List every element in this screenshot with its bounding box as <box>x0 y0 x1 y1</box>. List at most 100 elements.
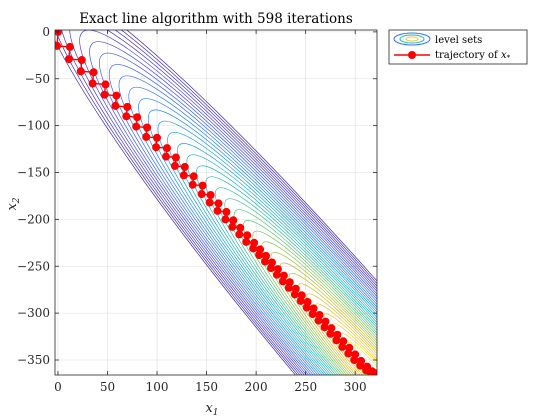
legend: level sets trajectory of x* <box>388 29 528 65</box>
trajectory-point <box>170 161 179 170</box>
trajectory-point <box>205 198 214 207</box>
trajectory-point <box>255 251 264 259</box>
trajectory-point <box>65 42 74 51</box>
level-set-contour <box>99 52 377 375</box>
trajectory-point <box>214 199 223 208</box>
y-tick-label: −150 <box>17 166 50 180</box>
level-set-contour <box>128 86 377 375</box>
trajectory-point <box>243 231 252 240</box>
y-tick-label: 0 <box>42 25 50 39</box>
trajectory-point <box>142 132 151 141</box>
level-set-contour <box>196 165 377 375</box>
x-tick-label: 100 <box>146 380 169 394</box>
level-set-contour <box>261 241 377 375</box>
trajectory-point <box>332 336 341 345</box>
trajectory-point <box>326 329 335 338</box>
level-set-contour <box>157 120 377 375</box>
level-set-contour <box>297 283 377 375</box>
y-tick-label: −350 <box>17 353 50 367</box>
y-tick-label: −300 <box>17 306 50 320</box>
level-set-contour <box>118 75 377 375</box>
trajectory-point <box>290 290 299 299</box>
level-set-contour <box>347 341 377 375</box>
trajectory-point <box>111 101 120 110</box>
level-set-contour <box>79 30 377 375</box>
x-tick-label: 250 <box>294 380 317 394</box>
trajectory-point <box>267 264 275 273</box>
trajectory-point <box>344 349 353 358</box>
y-tick-label: −100 <box>17 119 50 133</box>
trajectory-point <box>222 207 231 216</box>
trajectory-point <box>228 222 237 231</box>
chart-title: Exact line algorithm with 598 iterations <box>79 11 353 27</box>
trajectory-point <box>163 144 171 153</box>
level-set-contour <box>186 154 377 375</box>
trajectory-point <box>55 30 62 36</box>
legend-level-sets-icon <box>393 32 431 46</box>
trajectory-point <box>133 113 142 122</box>
axis-ticks: 0 50 100 150 200 250 300 0 −50 −100 −150 −200 −250 −3… <box>17 25 377 394</box>
trajectory-point <box>249 244 258 253</box>
trajectory-point <box>206 191 215 199</box>
trajectory-point <box>356 361 365 370</box>
trajectory-point <box>314 316 323 325</box>
trajectory-point <box>179 171 188 180</box>
trajectory-point <box>77 56 86 64</box>
trajectory-point <box>350 356 359 364</box>
trajectory-point <box>189 172 198 181</box>
trajectory-point <box>296 296 305 305</box>
trajectory-point <box>76 67 85 76</box>
trajectory-point <box>229 216 238 225</box>
trajectory-point <box>143 123 152 132</box>
trajectory-point <box>132 122 141 131</box>
trajectory-point <box>278 277 287 286</box>
level-set-contour <box>205 176 377 375</box>
trajectory-point <box>284 283 293 292</box>
trajectory-point <box>236 223 245 232</box>
trajectory-point <box>302 303 311 312</box>
trajectory-point <box>338 342 347 351</box>
x-axis-label: x1 <box>205 401 218 418</box>
x-tick-label: 300 <box>344 380 367 394</box>
trajectory-point <box>221 215 230 224</box>
y-axis-label: x2 <box>5 197 22 210</box>
level-set-contour <box>224 198 377 375</box>
level-set-contour <box>167 131 377 375</box>
y-tick-label: −250 <box>17 259 50 273</box>
trajectory-point <box>153 133 161 142</box>
trajectory-point <box>308 310 317 319</box>
level-set-contour <box>108 64 377 375</box>
y-tick-label: −200 <box>17 212 50 226</box>
level-set-contour <box>233 209 377 375</box>
level-set-contour <box>306 293 377 375</box>
y-tick-label: −50 <box>25 72 50 86</box>
trajectory-point <box>180 162 189 171</box>
level-set-contour <box>288 272 377 375</box>
x-tick-label: 0 <box>54 380 62 394</box>
trajectory-point <box>55 41 61 50</box>
trajectory-point <box>162 152 170 161</box>
trajectory-point <box>188 180 197 189</box>
trajectory-point <box>89 68 98 77</box>
trajectory-point <box>272 270 281 279</box>
trajectory-point <box>198 181 207 190</box>
legend-trajectory-icon <box>394 51 430 59</box>
trajectory-point <box>152 143 161 152</box>
level-set-contour <box>314 303 377 375</box>
level-set-contour <box>89 41 377 375</box>
trajectory-point <box>235 230 244 239</box>
axes-box <box>54 29 378 376</box>
level-set-contour <box>214 187 377 375</box>
level-set-contour <box>270 252 377 375</box>
trajectory-point <box>122 112 131 121</box>
level-set-contour <box>147 109 377 375</box>
level-set-contour <box>323 313 377 375</box>
trajectory-point <box>64 55 73 64</box>
trajectory-point <box>371 369 377 375</box>
legend-trajectory-label: trajectory of x* <box>435 50 511 62</box>
x-tick-label: 150 <box>195 380 218 394</box>
trajectory-point <box>320 323 329 332</box>
level-set-contour <box>176 143 377 375</box>
